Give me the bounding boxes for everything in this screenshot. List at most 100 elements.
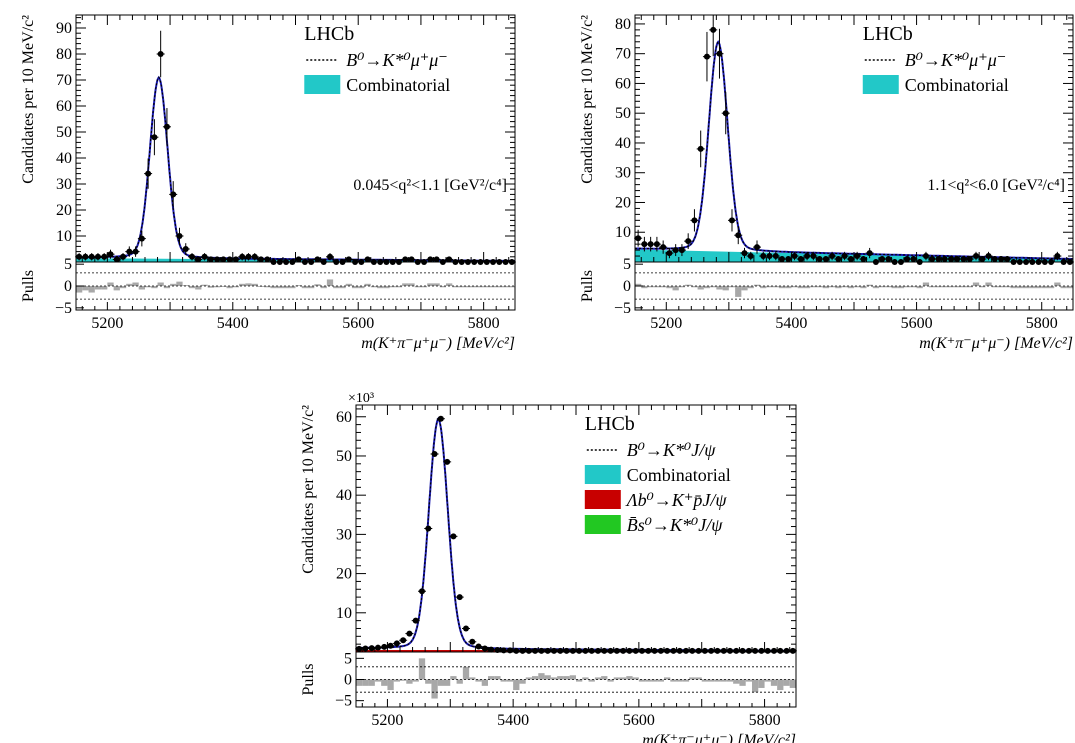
y-axis-label: Candidates per 10 MeV/c² [300,405,317,574]
data-point [647,241,654,248]
pull-bar [220,286,227,287]
legend-swatch-combinatorial [584,465,621,484]
pull-bar [664,677,671,680]
pull-bar [872,286,880,289]
data-point [741,250,748,257]
x-tick-label: 5600 [901,315,933,332]
x-tick-label: 5200 [650,315,682,332]
pull-bar [1022,286,1030,289]
data-point [772,253,779,260]
pull-bar [910,286,917,288]
data-point [475,643,482,650]
pull-bar [741,286,748,291]
pull-bar [660,286,667,288]
legend-label: Combinatorial [627,465,731,485]
pull-bar [452,286,459,288]
data-point [754,244,761,251]
experiment-label: LHCb [585,413,635,435]
pull-bar [708,679,715,682]
pull-bar [783,679,790,686]
pull-bar [1004,286,1011,288]
pull-bar [766,286,773,288]
pull-bar [728,286,736,288]
pull-bar [879,286,886,288]
pull-bar [107,282,114,286]
pull-bar [356,679,363,686]
pull-bar [188,286,196,289]
pull-bar [797,286,804,289]
pull-tick-label: 0 [623,278,631,295]
pull-bar [714,679,721,682]
pull-bar [1010,286,1017,289]
data-point [375,644,381,651]
pull-bar [678,286,686,288]
data-point [998,256,1005,263]
pull-bar [885,286,892,288]
pull-bar [383,286,390,289]
pull-bar [444,679,451,686]
pull-bar [822,286,829,289]
data-point [214,256,221,263]
y-axis-label: Candidates per 10 MeV/c² [20,15,37,184]
data-point [785,256,792,263]
q2-annotation: 0.045<q²<1.1 [GeV²/c⁴] [353,177,507,194]
x-tick-label: 5400 [497,712,529,729]
data-point [450,533,457,540]
pull-bar [138,286,145,290]
legend-label: Λb⁰→K⁺p̄J/ψ [625,490,728,510]
data-point [645,647,652,654]
data-point [345,256,352,263]
pull-bar [400,679,407,681]
data-point [557,647,564,654]
legend-swatch-combinatorial [862,75,899,94]
y-tick-label: 10 [336,605,352,622]
data-point [356,645,363,652]
data-point [433,256,440,263]
pull-bar [697,286,704,290]
data-point [660,244,667,251]
y-tick-label: 80 [56,46,72,63]
pull-bar [716,286,723,290]
data-point [835,256,842,263]
legend-label: B⁰→K*⁰μ⁺μ⁻ [905,50,1007,70]
pull-bar [645,679,652,682]
data-point [1004,256,1011,263]
data-point [220,256,227,263]
pull-bar [500,679,507,682]
data-point [708,647,715,654]
pull-bar [276,286,283,289]
pull-bar [456,679,463,684]
pull-bar [789,679,796,688]
pull-bar [710,286,717,288]
data-point [387,642,394,649]
data-point [685,238,692,245]
data-point [400,637,407,644]
data-point [258,256,265,263]
pull-bar [364,283,371,286]
x-tick-label: 5400 [217,315,249,332]
pull-bar [854,286,861,288]
pull-bar [406,679,413,684]
pull-bar [88,286,95,293]
x-tick-label: 5800 [749,712,781,729]
pull-bar [239,283,246,286]
pull-bar [351,286,359,289]
pull-tick-label: 0 [64,278,72,295]
data-point [456,594,463,601]
data-point [88,253,95,260]
panel-bottom-center: 10 20 30 40 50 60 ×10³ −5 0 5 5200 5400 5600 5800 m(K⁺… [300,391,797,743]
data-point [727,647,733,654]
pull-bar [695,677,702,680]
pull-bar [1060,286,1067,289]
pull-bar [588,679,595,682]
pull-bar [389,286,396,288]
pull-bar [489,286,497,288]
pull-bar [651,679,658,682]
legend-swatch-combinatorial [304,75,341,94]
data-point [381,643,388,650]
pull-bar [525,677,532,680]
y-axis-label: Candidates per 10 MeV/c² [579,15,596,184]
data-point [551,647,557,654]
x-axis-label: m(K⁺π⁻μ⁺μ⁻) [MeV/c²] [919,335,1073,352]
pull-bar [471,286,478,288]
